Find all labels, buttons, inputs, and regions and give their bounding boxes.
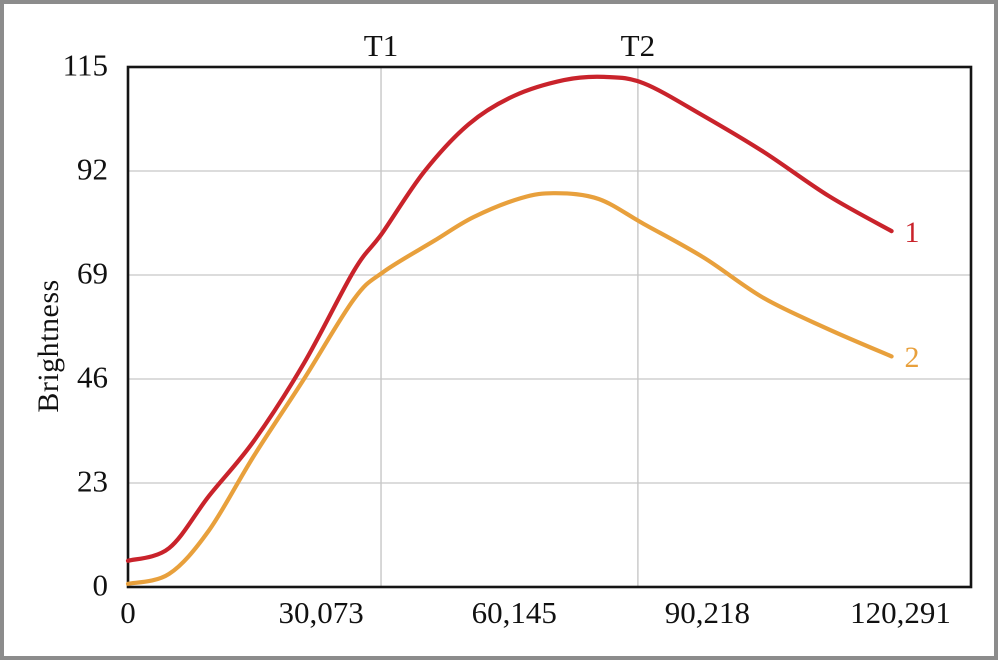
chart-canvas bbox=[125, 65, 973, 589]
series-curve-2 bbox=[125, 191, 894, 586]
plot-frame bbox=[126, 65, 973, 589]
series-curve-1 bbox=[125, 74, 894, 563]
